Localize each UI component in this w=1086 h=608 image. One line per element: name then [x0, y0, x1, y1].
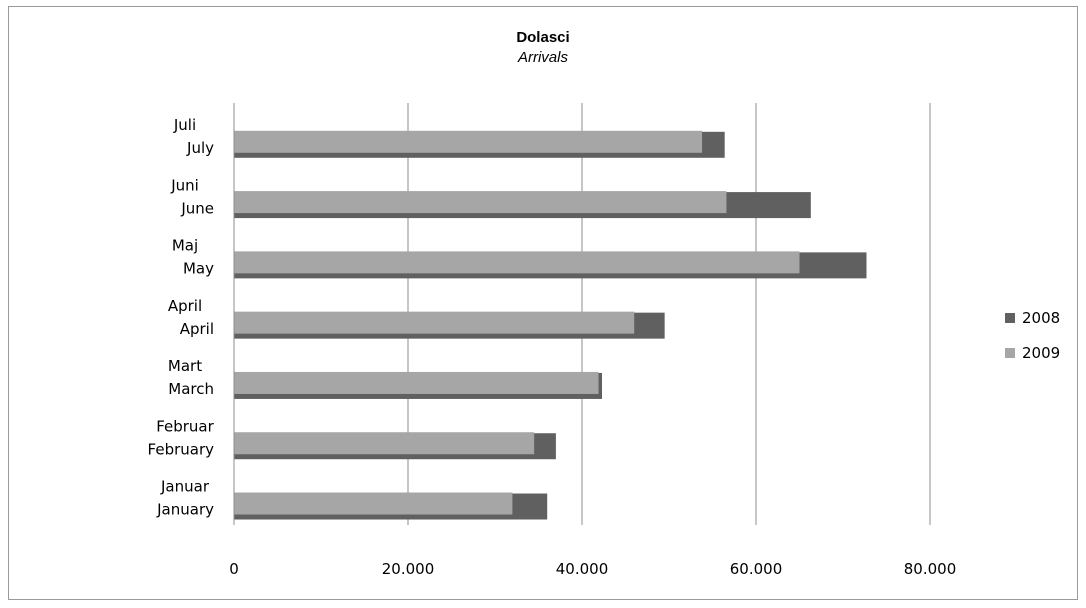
legend-label-2009: 2009 [1022, 344, 1060, 362]
legend-label-2008: 2008 [1022, 309, 1060, 327]
y-category-label-english: May [183, 260, 214, 278]
chart-subtitle: Arrivals [517, 49, 568, 66]
legend-swatch-2008 [1005, 313, 1015, 323]
legend-swatch-2009 [1005, 348, 1015, 358]
y-category-label-local: Januar [160, 478, 210, 496]
bar-2009 [234, 492, 513, 515]
y-category-label-local: Februar [156, 417, 214, 435]
x-tick-label: 60.000 [730, 560, 783, 578]
y-category-label-english: June [180, 199, 214, 217]
bar-2009 [234, 251, 800, 274]
y-category-label-local: Juni [170, 176, 199, 194]
x-tick-label: 20.000 [382, 560, 435, 578]
y-category-label-local: Juli [173, 116, 196, 134]
x-tick-label: 0 [229, 560, 239, 578]
chart-title: Dolasci [516, 29, 570, 46]
x-tick-label: 40.000 [556, 560, 609, 578]
bar-2009 [234, 432, 535, 455]
legend: 2008 2009 [1005, 309, 1060, 362]
bar-2009 [234, 191, 727, 214]
y-category-label-english: January [156, 501, 214, 519]
axes: 0 20.000 40.000 60.000 80.000 Januar January Fe… [148, 103, 957, 578]
y-category-label-english: February [148, 440, 215, 458]
bars [234, 130, 867, 520]
y-category-label-local: Maj [172, 237, 198, 255]
bar-2009 [234, 371, 599, 394]
x-tick-label: 80.000 [904, 560, 957, 578]
bar-2009 [234, 130, 703, 153]
y-category-label-local: Mart [168, 357, 202, 375]
bar-2009 [234, 311, 635, 334]
y-category-label-english: April [180, 320, 214, 338]
y-category-label-english: March [168, 380, 214, 398]
y-category-label-english: July [186, 139, 214, 157]
y-category-label-local: April [168, 297, 202, 315]
